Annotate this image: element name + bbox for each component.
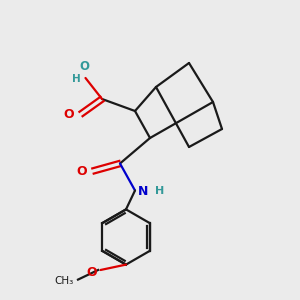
Text: H: H: [154, 186, 164, 197]
Text: O: O: [76, 165, 87, 178]
Text: H: H: [72, 74, 80, 85]
Text: CH₃: CH₃: [54, 276, 74, 286]
Text: O: O: [63, 108, 74, 121]
Text: O: O: [79, 61, 89, 74]
Text: N: N: [138, 185, 148, 198]
Text: O: O: [86, 266, 97, 279]
